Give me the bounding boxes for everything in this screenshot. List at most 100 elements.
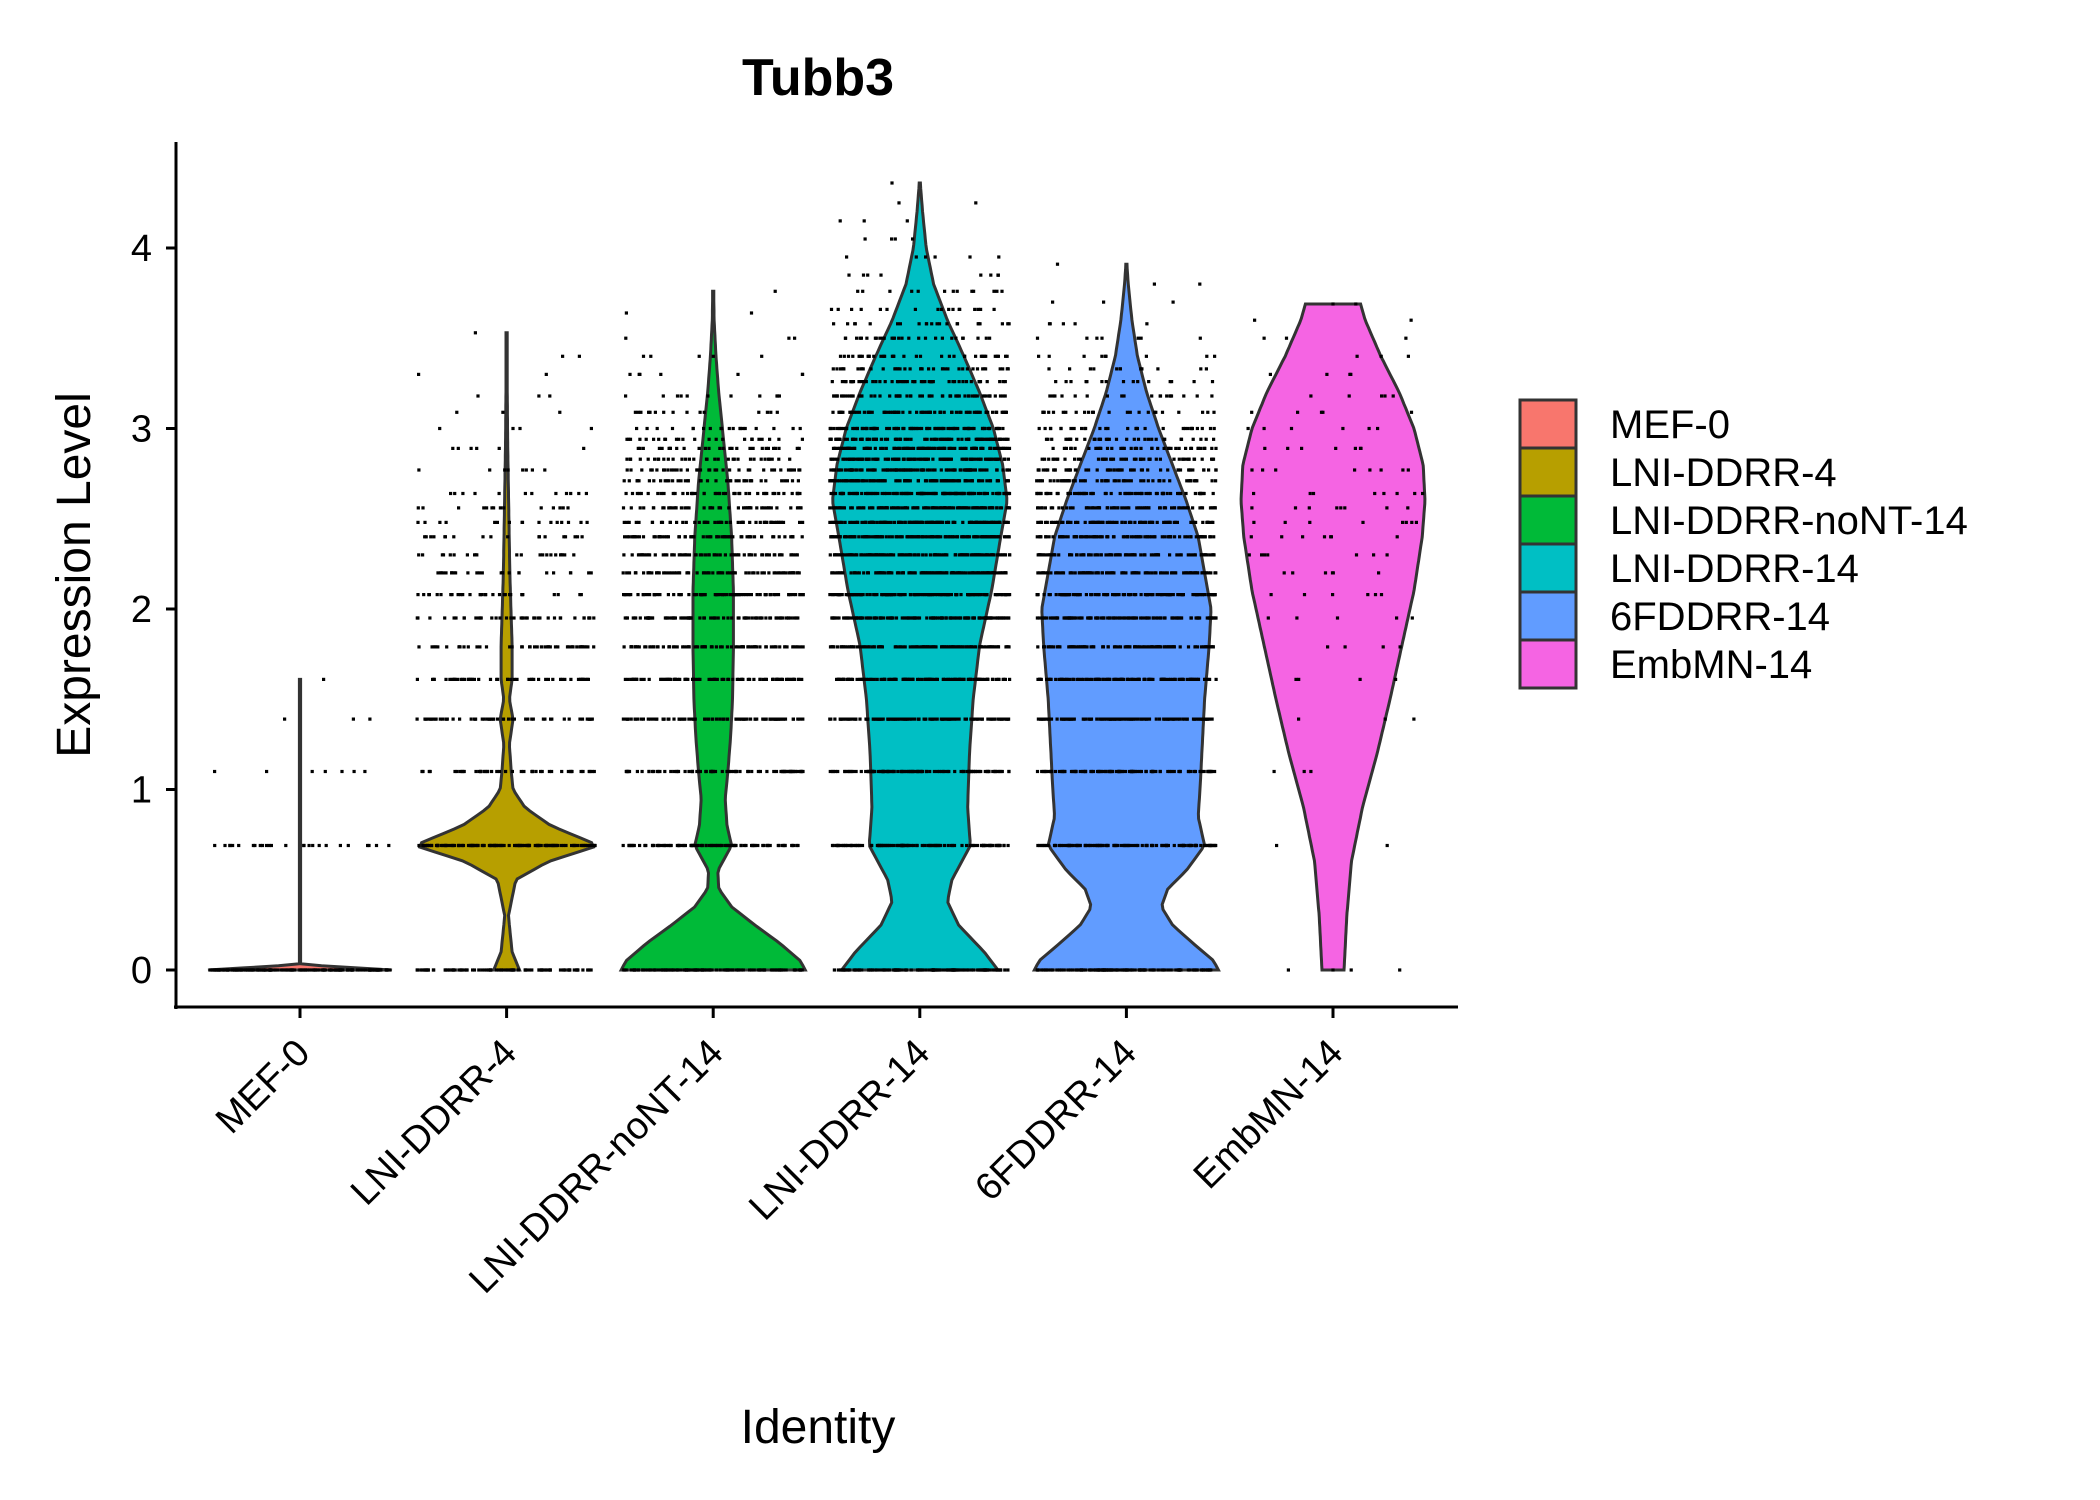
cell-point [846,593,850,597]
cell-point [862,571,866,575]
cell-point [921,571,925,575]
cell-point [870,491,874,496]
cell-point [938,506,942,510]
cell-point [671,410,675,414]
cell-point [855,457,860,461]
cell-point [928,843,932,848]
cell-point [475,553,479,557]
cell-point [835,394,839,398]
cell-point [997,255,1001,259]
cell-point [979,769,983,774]
cell-point [670,553,674,557]
cell-point [923,479,928,483]
cell-point [630,491,635,496]
cell-point [1007,468,1011,472]
cell-point [696,677,700,681]
cell-point [843,520,847,524]
cell-point [860,520,864,524]
cell-point [525,843,530,848]
cell-point [845,616,849,620]
cell-point [897,506,901,510]
cell-point [663,769,667,774]
cell-point [438,520,442,524]
cell-point [656,457,660,461]
cell-point [950,506,954,510]
cell-point [870,468,874,472]
cell-point [492,717,496,721]
cell-point [909,968,913,972]
cell-point [573,535,577,539]
cell-point [975,367,980,371]
cell-point [749,311,754,315]
cell-point [452,616,456,620]
cell-point [1096,968,1100,972]
cell-point [946,426,950,431]
cell-point [743,426,747,431]
cell-point [1004,520,1008,524]
cell-point [992,446,996,450]
cell-point [961,336,965,340]
cell-point [690,968,694,972]
cell-point [801,593,805,597]
cell-point [733,571,737,575]
cell-point [1061,843,1066,848]
cell-point [994,535,998,539]
cell-point [985,677,990,681]
cell-point [993,354,997,358]
cell-point [787,336,791,340]
cell-point [860,535,864,539]
cell-point [521,616,525,620]
cell-point [284,843,288,848]
cell-point [900,520,904,524]
cell-point [725,717,729,721]
cell-point [993,717,997,721]
cell-point [511,968,515,972]
cell-point [958,468,962,472]
cell-point [346,843,350,848]
cell-point [734,479,738,483]
cell-point [637,479,641,483]
cell-point [796,616,800,620]
cell-point [472,968,477,972]
cell-point [872,593,876,597]
cell-point [895,571,900,575]
cell-point [767,553,771,557]
cell-point [995,571,999,575]
cell-point [857,535,861,539]
cell-point [921,535,925,539]
cell-point [425,843,429,848]
cell-point [969,769,973,774]
cell-point [969,677,973,681]
cell-point [864,479,868,483]
cell-point [764,446,768,450]
violin-lni-ddrr-4 [417,331,596,972]
cell-point [1005,446,1009,450]
cell-point [989,457,993,461]
cell-point [981,571,985,575]
cell-point [903,769,907,774]
cell-point [931,717,935,721]
cell-point [929,677,934,681]
cell-point [850,520,855,524]
cell-point [903,380,907,384]
cell-point [523,843,527,848]
cell-point [580,717,585,721]
cell-point [524,468,528,472]
cell-point [1120,968,1124,972]
cell-point [954,336,958,340]
cell-point [1200,968,1204,972]
cell-point [701,535,705,539]
cell-point [937,968,942,972]
cell-point [736,520,740,524]
cell-point [985,535,989,539]
cell-point [747,491,752,496]
cell-point [721,468,725,472]
cell-point [716,457,720,461]
cell-point [896,322,900,326]
cell-point [855,426,859,431]
cell-point [991,769,995,774]
cell-point [872,677,876,681]
cell-point [942,479,946,483]
cell-point [762,520,766,524]
